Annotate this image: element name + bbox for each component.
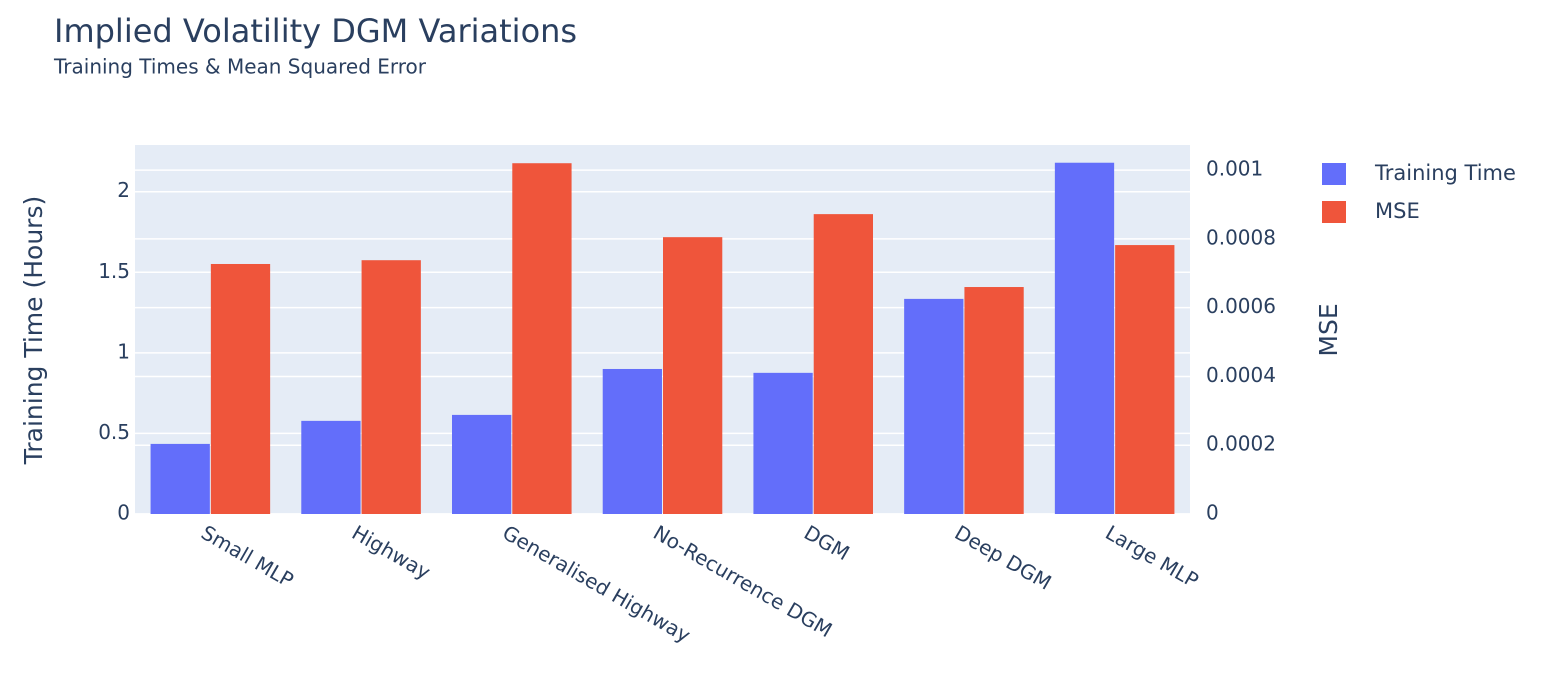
- chart-title: Implied Volatility DGM Variations: [54, 12, 577, 50]
- y-tick-label: 1.5: [98, 259, 130, 283]
- bar: [150, 443, 210, 514]
- y-tick-label: 0: [117, 501, 130, 525]
- bar: [753, 372, 813, 514]
- x-tick-label: Small MLP: [197, 520, 298, 592]
- y2-tick-label: 0: [1206, 501, 1219, 525]
- bar: [301, 420, 361, 514]
- x-tick-label: Deep DGM: [951, 520, 1056, 594]
- chart-subtitle: Training Times & Mean Squared Error: [53, 55, 427, 79]
- bar: [602, 368, 662, 514]
- bar: [361, 260, 421, 514]
- bar: [904, 298, 964, 514]
- y-tick-label: 1: [117, 339, 130, 363]
- y2-tick-label: 0.0008: [1206, 225, 1276, 249]
- y2-tick-label: 0.0002: [1206, 432, 1276, 456]
- legend-label: Training Time: [1374, 161, 1516, 185]
- y-tick-label: 2: [117, 178, 130, 202]
- bar: [1054, 162, 1115, 514]
- legend-label: MSE: [1375, 199, 1420, 223]
- legend-swatch: [1322, 201, 1346, 223]
- y2-axis-title: MSE: [1314, 303, 1343, 356]
- bar: [512, 163, 572, 514]
- bar: [210, 263, 271, 514]
- y2-tick-label: 0.0004: [1206, 363, 1276, 387]
- y-tick-label: 0.5: [98, 420, 130, 444]
- x-tick-label: Highway: [348, 520, 435, 584]
- bar: [663, 237, 723, 514]
- bar: [813, 214, 873, 514]
- bar: [964, 287, 1024, 514]
- bar: [1115, 245, 1175, 515]
- y2-tick-label: 0.001: [1206, 157, 1263, 181]
- bar: [452, 414, 512, 514]
- y-axis-title: Training Time (Hours): [19, 196, 48, 465]
- y2-tick-label: 0.0006: [1206, 294, 1276, 318]
- plot-background: [135, 145, 1190, 514]
- legend-swatch: [1322, 163, 1346, 185]
- x-tick-label: DGM: [800, 520, 854, 565]
- x-tick-label: Large MLP: [1101, 520, 1202, 592]
